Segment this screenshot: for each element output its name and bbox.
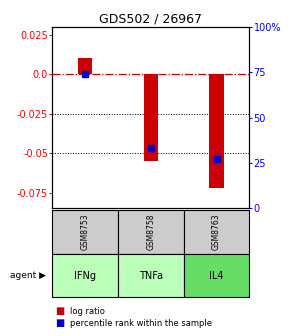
Text: IL4: IL4 [209, 270, 224, 281]
Text: percentile rank within the sample: percentile rank within the sample [70, 319, 212, 328]
Bar [144, 74, 158, 161]
Text: agent ▶: agent ▶ [10, 271, 46, 280]
Text: GSM8763: GSM8763 [212, 213, 221, 250]
Text: IFNg: IFNg [74, 270, 96, 281]
Text: GSM8753: GSM8753 [81, 213, 90, 250]
Text: ■: ■ [55, 306, 64, 317]
Text: GSM8758: GSM8758 [146, 214, 155, 250]
Title: GDS502 / 26967: GDS502 / 26967 [99, 13, 202, 26]
Text: TNFa: TNFa [139, 270, 163, 281]
Text: log ratio: log ratio [70, 307, 104, 316]
Text: ■: ■ [55, 318, 64, 328]
Bar [78, 58, 92, 74]
Bar [209, 74, 224, 188]
